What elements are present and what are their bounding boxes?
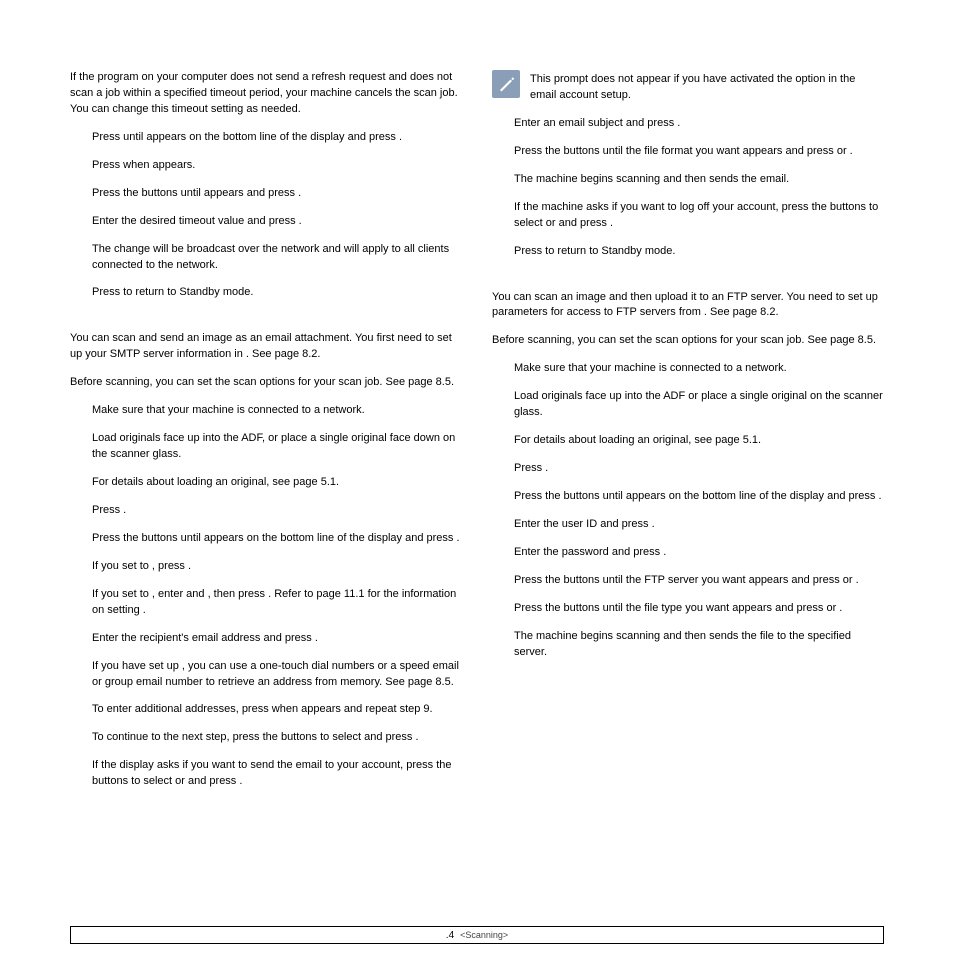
step: Make sure that your machine is connected… [70,403,462,419]
step: If you set to , press . [70,559,462,575]
step: Make sure that your machine is connected… [492,361,884,377]
step: For details about loading an original, s… [492,433,884,449]
left-column: If the program on your computer does not… [70,70,462,924]
note-text: This prompt does not appear if you have … [530,70,884,104]
ftp-intro-2: Before scanning, you can set the scan op… [492,333,884,349]
right-column: This prompt does not appear if you have … [492,70,884,924]
step: Press the buttons until the file type yo… [492,601,884,617]
step: If you have set up , you can use a one-t… [70,659,462,691]
step: Press . [492,461,884,477]
page-footer: .4 <Scanning> [70,926,884,944]
step: Press the buttons until appears on the b… [492,489,884,505]
section-label: <Scanning> [460,930,508,940]
step: Enter the desired timeout value and pres… [70,214,462,230]
note-icon [492,70,520,98]
step: For details about loading an original, s… [70,475,462,491]
step: The machine begins scanning and then sen… [492,172,884,188]
step: If the machine asks if you want to log o… [492,200,884,232]
step: Enter the user ID and press . [492,517,884,533]
step: Press until appears on the bottom line o… [70,130,462,146]
step: Press to return to Standby mode. [492,244,884,260]
step: Press . [70,503,462,519]
step: Enter the password and press . [492,545,884,561]
step: Press when appears. [70,158,462,174]
step: To continue to the next step, press the … [70,730,462,746]
page-number: .4 [446,930,454,941]
step: Enter the recipient's email address and … [70,631,462,647]
step: Press the buttons until appears and pres… [70,186,462,202]
page-body: If the program on your computer does not… [70,70,884,924]
step: If the display asks if you want to send … [70,758,462,790]
intro-paragraph: If the program on your computer does not… [70,70,462,118]
step: Enter an email subject and press . [492,116,884,132]
note-block: This prompt does not appear if you have … [492,70,884,104]
step: The machine begins scanning and then sen… [492,629,884,661]
email-intro-1: You can scan and send an image as an ema… [70,331,462,363]
step: Load originals face up into the ADF, or … [70,431,462,463]
step: Press the buttons until appears on the b… [70,531,462,547]
step: Press the buttons until the file format … [492,144,884,160]
ftp-intro-1: You can scan an image and then upload it… [492,290,884,322]
step: Press to return to Standby mode. [70,285,462,301]
step: Press the buttons until the FTP server y… [492,573,884,589]
step: To enter additional addresses, press whe… [70,702,462,718]
step: The change will be broadcast over the ne… [70,242,462,274]
step: If you set to , enter and , then press .… [70,587,462,619]
step: Load originals face up into the ADF or p… [492,389,884,421]
email-intro-2: Before scanning, you can set the scan op… [70,375,462,391]
